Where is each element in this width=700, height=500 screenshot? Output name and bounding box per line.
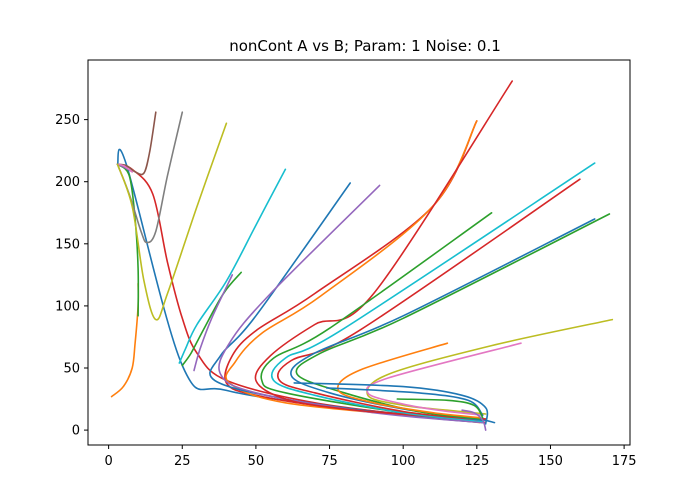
series-line-22 bbox=[337, 342, 481, 419]
x-tick-label: 175 bbox=[612, 454, 637, 469]
x-tick-label: 125 bbox=[464, 454, 489, 469]
series-line-2 bbox=[116, 163, 140, 317]
x-tick-label: 50 bbox=[248, 454, 265, 469]
plot-frame bbox=[87, 59, 631, 446]
y-tick-label: 100 bbox=[55, 299, 80, 314]
series-line-17 bbox=[260, 212, 493, 421]
y-tick-label: 150 bbox=[55, 237, 80, 252]
series-line-9 bbox=[178, 168, 287, 364]
y-tick-label: 0 bbox=[72, 424, 80, 439]
series-line-28 bbox=[461, 409, 487, 431]
series-line-8 bbox=[116, 122, 228, 321]
x-tick-label: 100 bbox=[391, 454, 416, 469]
series-line-1 bbox=[110, 282, 140, 398]
series-line-25 bbox=[293, 382, 489, 425]
x-tick-label: 75 bbox=[321, 454, 338, 469]
series-line-26 bbox=[325, 387, 484, 416]
x-tick-label: 25 bbox=[174, 454, 191, 469]
x-tick-label: 150 bbox=[538, 454, 563, 469]
x-tick-label: 0 bbox=[104, 454, 112, 469]
series-line-15 bbox=[193, 274, 234, 372]
y-axis: 0 50 100 150 200 250 bbox=[55, 113, 88, 439]
series-line-18 bbox=[270, 162, 596, 423]
y-tick-label: 50 bbox=[63, 362, 80, 377]
y-tick-label: 200 bbox=[55, 175, 80, 190]
series-line-16 bbox=[254, 80, 513, 420]
series-line-7 bbox=[116, 111, 184, 244]
series-line-24 bbox=[366, 342, 522, 416]
series-line-14 bbox=[181, 271, 242, 367]
chart-title: nonCont A vs B; Param: 1 Noise: 0.1 bbox=[229, 37, 501, 55]
y-tick-label: 250 bbox=[55, 113, 80, 128]
plot-lines bbox=[110, 80, 614, 431]
series-line-19 bbox=[276, 178, 581, 421]
x-axis: 0 25 50 75 100 125 150 175 bbox=[104, 445, 637, 469]
series-line-5 bbox=[116, 111, 157, 176]
series-line-11 bbox=[225, 120, 481, 424]
series-line-27 bbox=[396, 398, 484, 419]
series-line-6 bbox=[116, 163, 133, 173]
